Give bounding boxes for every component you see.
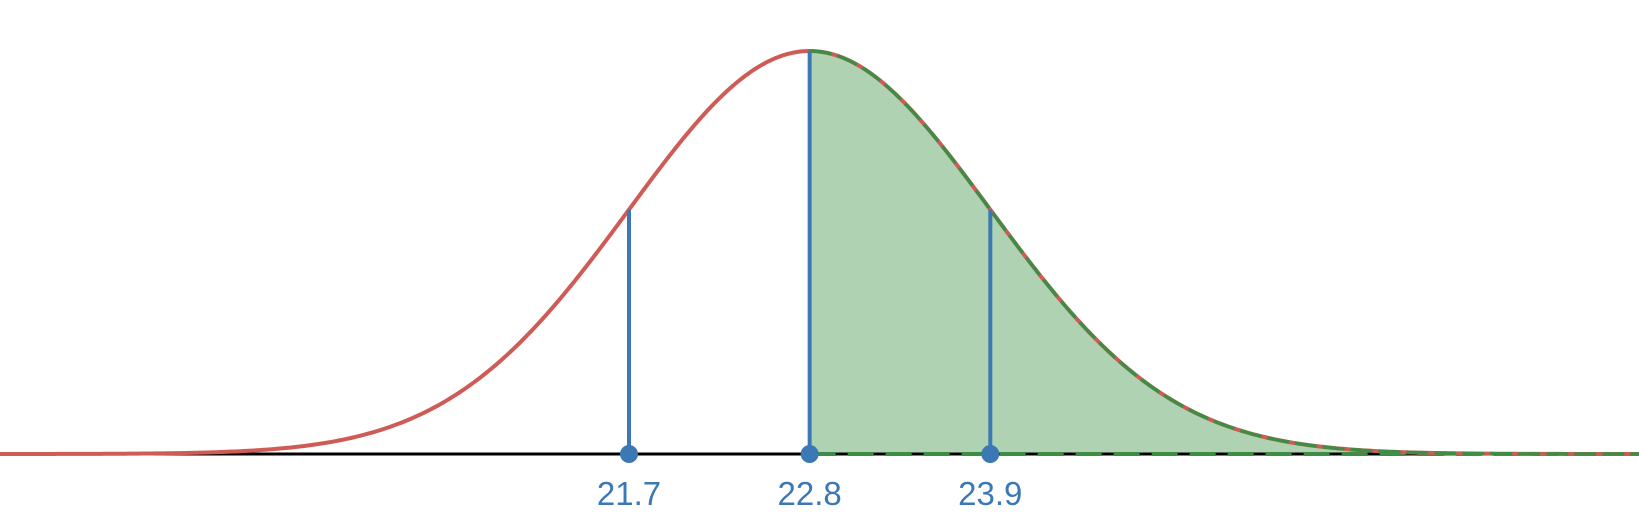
shaded-edge-curve: [809, 49, 1639, 456]
marker-point-0[interactable]: [619, 445, 638, 463]
marker-label-2: 23.9: [958, 475, 1022, 512]
marker-label-1: 22.8: [778, 475, 842, 512]
shaded-area: [809, 51, 1639, 454]
marker-group: 21.7 22.8 23.9: [597, 51, 1022, 512]
marker-point-1[interactable]: [800, 445, 819, 463]
marker-label-0: 21.7: [597, 475, 661, 512]
marker-point-2[interactable]: [981, 445, 1000, 463]
